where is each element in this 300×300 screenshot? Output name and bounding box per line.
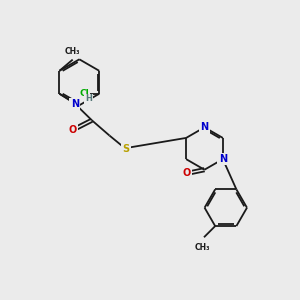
Text: O: O	[183, 168, 191, 178]
Text: CH₃: CH₃	[195, 243, 210, 252]
Text: CH₃: CH₃	[65, 47, 80, 56]
Text: N: N	[219, 154, 227, 164]
Text: Cl: Cl	[79, 89, 89, 98]
Text: N: N	[71, 99, 79, 109]
Text: S: S	[122, 144, 129, 154]
Text: N: N	[200, 122, 208, 132]
Text: H: H	[85, 94, 92, 103]
Text: O: O	[69, 125, 77, 135]
